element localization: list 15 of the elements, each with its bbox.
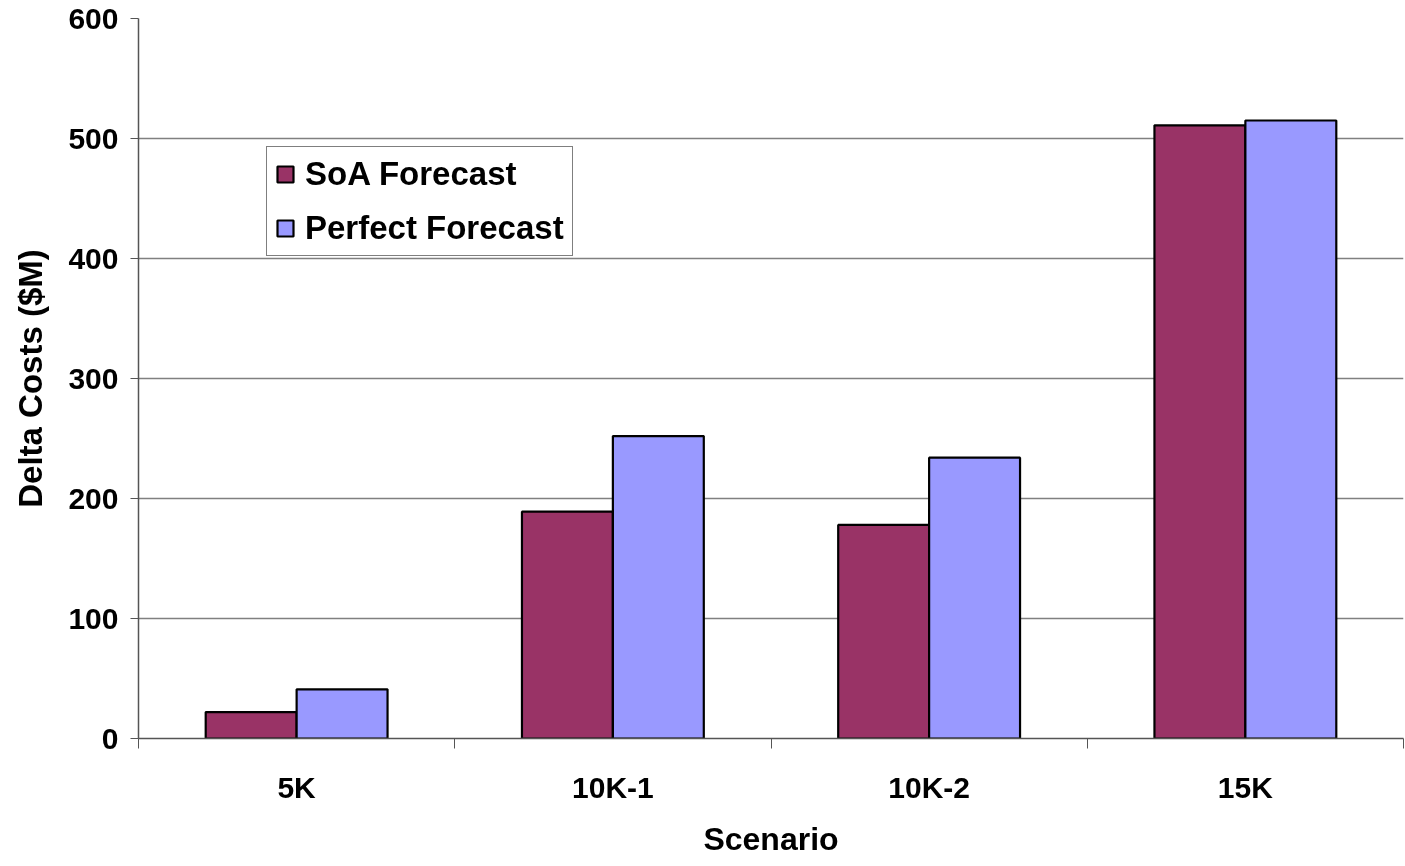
y-tick-label: 500 — [68, 121, 119, 155]
x-tick-label: 10K-1 — [572, 770, 654, 804]
y-tick-label: 0 — [101, 721, 119, 755]
y-tick-label: 400 — [68, 241, 119, 275]
y-tick-label: 300 — [68, 361, 119, 395]
y-tick-label: 200 — [68, 481, 119, 515]
y-tick-label: 100 — [68, 601, 119, 635]
x-axis-title: Scenario — [703, 820, 839, 857]
y-axis-title: Delta Costs ($M) — [12, 249, 50, 508]
legend-label: SoA Forecast — [305, 155, 517, 193]
x-tick-label: 10K-2 — [888, 770, 970, 804]
x-tick-label: 5K — [277, 770, 317, 804]
legend-label: Perfect Forecast — [305, 209, 564, 247]
y-tick-label: 600 — [68, 1, 119, 35]
x-tick-label: 15K — [1217, 770, 1274, 804]
